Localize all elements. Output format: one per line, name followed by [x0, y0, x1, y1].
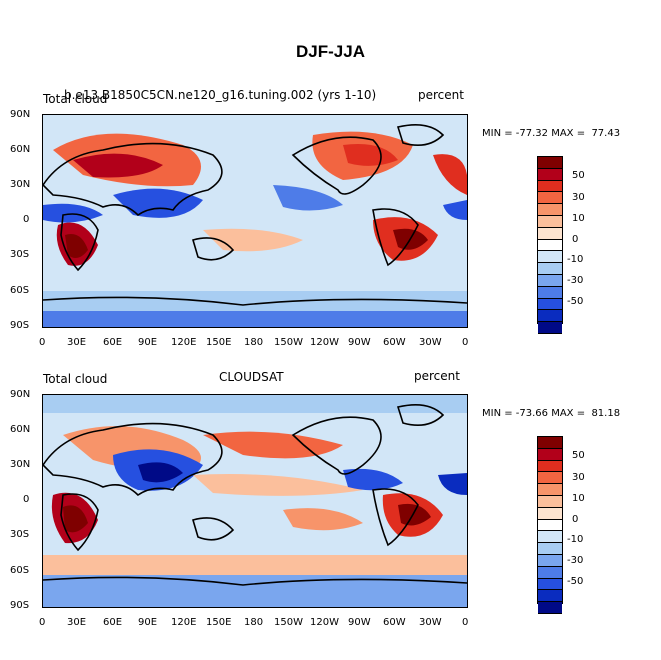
- figure-title: DJF-JJA: [296, 42, 365, 61]
- lon-tick: 30W: [419, 337, 442, 348]
- lon-tick: 60W: [383, 617, 406, 628]
- colorbar-swatch: [538, 204, 562, 216]
- colorbar-swatch: [538, 239, 562, 252]
- lat-tick: 30S: [10, 529, 30, 540]
- lat-tick: 30N: [10, 179, 31, 190]
- lon-tick: 150W: [274, 617, 303, 628]
- lon-tick: 180: [244, 617, 264, 628]
- colorbar-label: 30: [572, 472, 585, 483]
- lat-tick: 0: [23, 214, 30, 225]
- lon-tick: 30E: [67, 337, 87, 348]
- panel-left-label: Total cloud: [43, 92, 108, 106]
- colorbar-swatch: [538, 298, 562, 311]
- lat-tick: 60N: [10, 424, 31, 435]
- lon-tick: 120W: [310, 617, 339, 628]
- lat-tick: 60N: [10, 144, 31, 155]
- colorbar-swatch: [538, 227, 562, 240]
- colorbar-swatch: [538, 472, 562, 485]
- lon-tick: 150W: [274, 337, 303, 348]
- colorbar-label: 50: [572, 170, 585, 181]
- colorbar-swatch: [538, 192, 562, 205]
- colorbar-swatch: [538, 531, 562, 544]
- colorbar-label: -50: [567, 576, 584, 587]
- colorbar-swatch: [538, 554, 562, 567]
- colorbar-swatch: [538, 543, 562, 555]
- colorbar-swatch: [538, 286, 562, 299]
- lat-tick: 60S: [10, 285, 30, 296]
- lon-tick: 180: [244, 337, 264, 348]
- lat-tick: 90N: [10, 389, 31, 400]
- colorbar-swatch: [538, 578, 562, 591]
- colorbar-label: 0: [572, 234, 579, 245]
- colorbar-swatch: [538, 448, 562, 461]
- lon-tick: 60W: [383, 337, 406, 348]
- lon-tick: 90E: [138, 617, 158, 628]
- map-plot-area: [41, 114, 468, 328]
- lon-tick: 150E: [206, 617, 232, 628]
- colorbar-swatch: [538, 519, 562, 532]
- lat-tick: 90N: [10, 109, 31, 120]
- panel-center-label: b.e13.B1850C5CN.ne120_g16.tuning.002 (yr…: [64, 88, 377, 102]
- contour-map: [41, 115, 468, 327]
- panel-center-label: CLOUDSAT: [219, 370, 284, 384]
- lon-tick: 120E: [171, 337, 197, 348]
- lat-tick: 0: [23, 494, 30, 505]
- colorbar-swatch: [538, 590, 562, 603]
- colorbar-swatch: [538, 157, 562, 169]
- lon-tick: 150E: [206, 337, 232, 348]
- lat-tick: 90S: [10, 320, 30, 331]
- lat-tick: 30N: [10, 459, 31, 470]
- colorbar-swatch: [538, 495, 562, 508]
- lat-tick: 60S: [10, 565, 30, 576]
- lon-tick: 60E: [103, 617, 123, 628]
- colorbar-label: -50: [567, 296, 584, 307]
- panel-units-label: percent: [414, 369, 460, 383]
- colorbar: [537, 436, 563, 614]
- colorbar-swatch: [538, 310, 562, 323]
- min-max-stats: MIN = -73.66 MAX = 81.18: [482, 408, 621, 419]
- colorbar-swatch: [538, 566, 562, 579]
- colorbar-swatch: [538, 460, 562, 473]
- panel-left-label: Total cloud: [43, 372, 108, 386]
- colorbar-label: -10: [567, 534, 584, 545]
- lat-tick: 90S: [10, 600, 30, 611]
- lon-tick: 30E: [67, 617, 87, 628]
- colorbar-swatch: [538, 437, 562, 449]
- lon-tick: 0: [39, 617, 46, 628]
- colorbar-label: 10: [572, 213, 585, 224]
- colorbar-label: -10: [567, 254, 584, 265]
- colorbar-swatch: [538, 274, 562, 287]
- colorbar-swatch: [538, 507, 562, 520]
- lon-tick: 60E: [103, 337, 123, 348]
- colorbar: [537, 156, 563, 334]
- colorbar-label: -30: [567, 555, 584, 566]
- lon-tick: 0: [462, 617, 469, 628]
- colorbar-label: 50: [572, 450, 585, 461]
- lon-tick: 120W: [310, 337, 339, 348]
- colorbar-swatch: [538, 251, 562, 264]
- map-plot-area: [41, 394, 468, 608]
- colorbar-swatch: [538, 168, 562, 181]
- colorbar-label: 30: [572, 192, 585, 203]
- colorbar-swatch: [538, 215, 562, 228]
- lon-tick: 90W: [348, 337, 371, 348]
- lon-tick: 90E: [138, 337, 158, 348]
- lon-tick: 0: [39, 337, 46, 348]
- lon-tick: 0: [462, 337, 469, 348]
- lon-tick: 30W: [419, 617, 442, 628]
- colorbar-swatch: [538, 180, 562, 193]
- colorbar-swatch: [538, 263, 562, 275]
- lon-tick: 90W: [348, 617, 371, 628]
- min-max-stats: MIN = -77.32 MAX = 77.43: [482, 128, 621, 139]
- colorbar-swatch: [538, 602, 562, 614]
- colorbar-label: 10: [572, 493, 585, 504]
- colorbar-swatch: [538, 484, 562, 496]
- lon-tick: 120E: [171, 617, 197, 628]
- colorbar-label: 0: [572, 514, 579, 525]
- contour-map: [41, 395, 468, 607]
- lat-tick: 30S: [10, 249, 30, 260]
- colorbar-swatch: [538, 322, 562, 334]
- panel-units-label: percent: [418, 88, 464, 102]
- colorbar-label: -30: [567, 275, 584, 286]
